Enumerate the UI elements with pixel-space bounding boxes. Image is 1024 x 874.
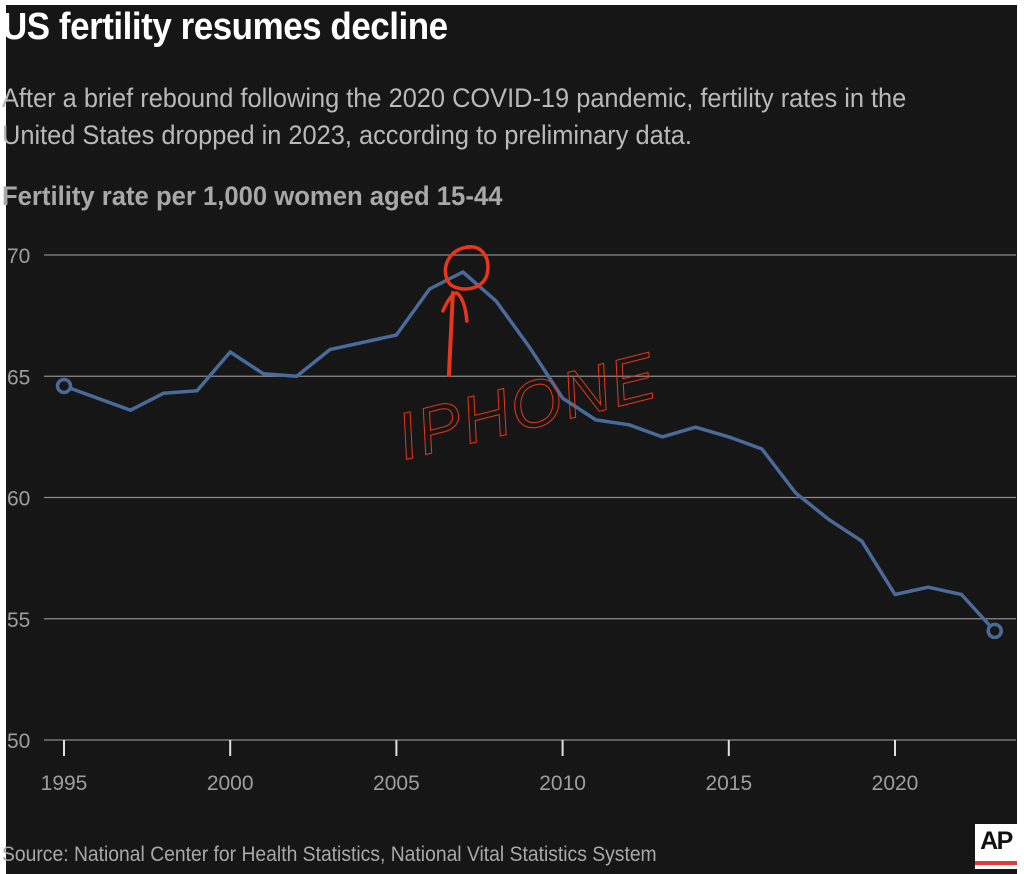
- x-tick-label-2005: 2005: [373, 772, 420, 795]
- data-point-2006: [428, 287, 432, 291]
- ap-logo: AP: [975, 824, 1017, 869]
- annotation-text: IPHONE: [389, 338, 664, 474]
- chart-background: [6, 5, 1017, 874]
- data-point-2022: [959, 593, 963, 597]
- data-point-2003: [328, 348, 332, 352]
- x-axis-ticks: 1995 2000 2005 2010 2015 2020: [41, 740, 919, 795]
- data-point-2020: [893, 593, 897, 597]
- chart-title: US fertility resumes decline: [2, 6, 448, 48]
- x-tick-label-2010: 2010: [539, 772, 586, 795]
- data-point-2000: [228, 350, 232, 354]
- data-point-2019: [860, 539, 864, 543]
- data-point-1998: [162, 391, 166, 395]
- series-layer: [55, 270, 1003, 640]
- annotation-arrow-head: [441, 291, 469, 323]
- y-tick-label-50: 50: [7, 730, 30, 753]
- y-tick-label-55: 55: [7, 609, 30, 632]
- data-point-2007: [461, 270, 465, 274]
- data-point-2005: [394, 333, 398, 337]
- ap-logo-text: AP: [980, 827, 1013, 855]
- annotation-circle: [443, 245, 490, 291]
- y-tick-label-60: 60: [7, 488, 30, 511]
- series-line-fertility-rate: [63, 270, 996, 633]
- data-point-2009: [527, 345, 531, 349]
- x-tick-label-2015: 2015: [705, 772, 752, 795]
- data-point-2015: [727, 435, 731, 439]
- y-tick-label-65: 65: [7, 366, 30, 389]
- y-tick-label-70: 70: [7, 245, 30, 268]
- ap-logo-bar: [975, 861, 1017, 865]
- data-point-2014: [694, 425, 698, 429]
- data-point-2021: [926, 585, 930, 589]
- data-point-1999: [195, 389, 199, 393]
- data-point-2012: [627, 423, 631, 427]
- data-point-1997: [128, 408, 132, 412]
- data-point-2002: [295, 374, 299, 378]
- chart-subtitle: After a brief rebound following the 2020…: [2, 83, 907, 150]
- annotation-arrow-shaft: [446, 290, 455, 377]
- data-point-2016: [760, 447, 764, 451]
- x-tick-label-1995: 1995: [41, 772, 88, 795]
- annotation-layer: IPHONE: [389, 245, 665, 474]
- y-axis-title: Fertility rate per 1,000 women aged 15-4…: [2, 181, 503, 211]
- y-axis-ticks: 50 55 60 65 70: [7, 245, 30, 753]
- endpoint-marker-1995: [55, 377, 73, 395]
- data-point-2001: [261, 372, 265, 376]
- data-point-2013: [660, 435, 664, 439]
- gridlines: [44, 254, 1016, 741]
- source-note: Source: National Center for Health Stati…: [2, 843, 657, 866]
- data-point-2008: [494, 299, 498, 303]
- x-tick-label-2020: 2020: [872, 772, 919, 795]
- x-tick-label-2000: 2000: [207, 772, 254, 795]
- data-point-2017: [793, 491, 797, 495]
- endpoint-marker-2023: [986, 622, 1003, 640]
- data-point-2018: [827, 517, 831, 521]
